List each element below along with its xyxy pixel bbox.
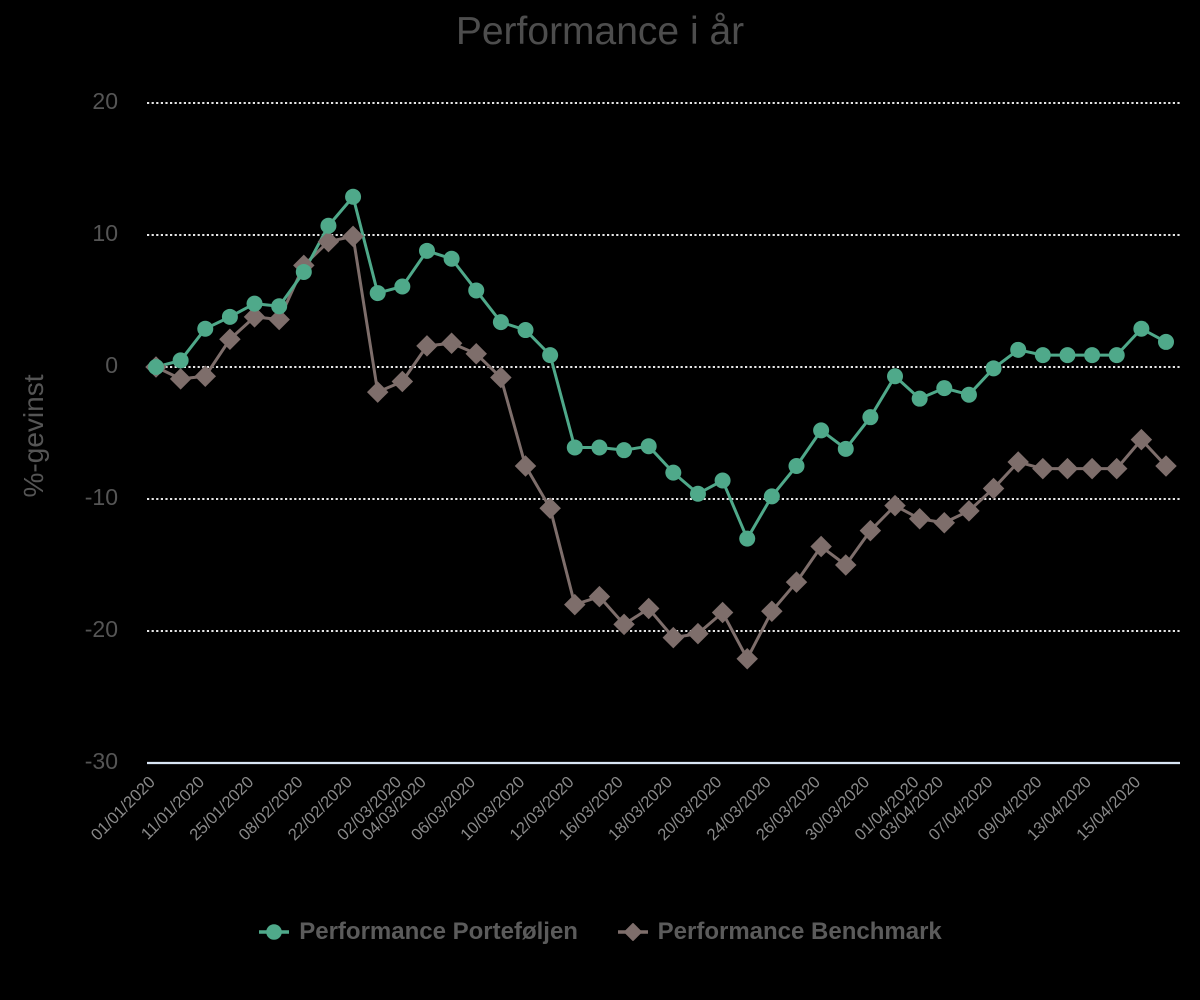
svg-text:-20: -20 <box>85 616 118 642</box>
svg-text:10: 10 <box>92 220 118 246</box>
svg-text:0: 0 <box>105 352 118 378</box>
svg-text:20: 20 <box>92 88 118 114</box>
svg-text:-30: -30 <box>85 748 118 774</box>
svg-text:-10: -10 <box>85 484 118 510</box>
